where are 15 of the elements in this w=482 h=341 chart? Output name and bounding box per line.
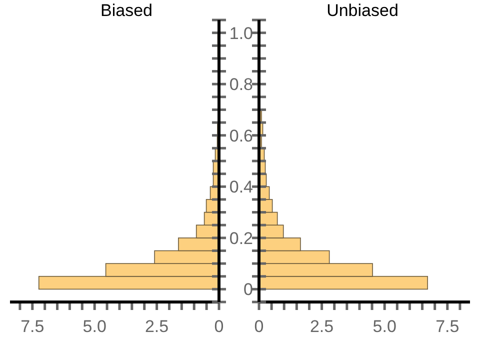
chart-title: Biased [100, 1, 152, 20]
x-tick-label: 2.5 [310, 317, 334, 336]
x-tick-label: 7.5 [436, 317, 460, 336]
y-tick-label: 0 [244, 280, 253, 300]
y-tick-label: 0.2 [229, 228, 253, 248]
x-tick-label: 5.0 [372, 317, 396, 336]
y-tick-label: 0.6 [229, 126, 253, 146]
chart-title: Unbiased [326, 1, 398, 20]
x-tick-label: 2.5 [144, 317, 169, 336]
y-tick-label: 1.0 [229, 24, 253, 43]
y-tick-label: 0.8 [229, 75, 253, 94]
x-tick-label: 5.0 [82, 317, 106, 336]
y-tick-label: 0.4 [229, 178, 253, 197]
x-tick-label: 7.5 [20, 317, 44, 336]
x-tick-label: 0 [214, 317, 224, 336]
